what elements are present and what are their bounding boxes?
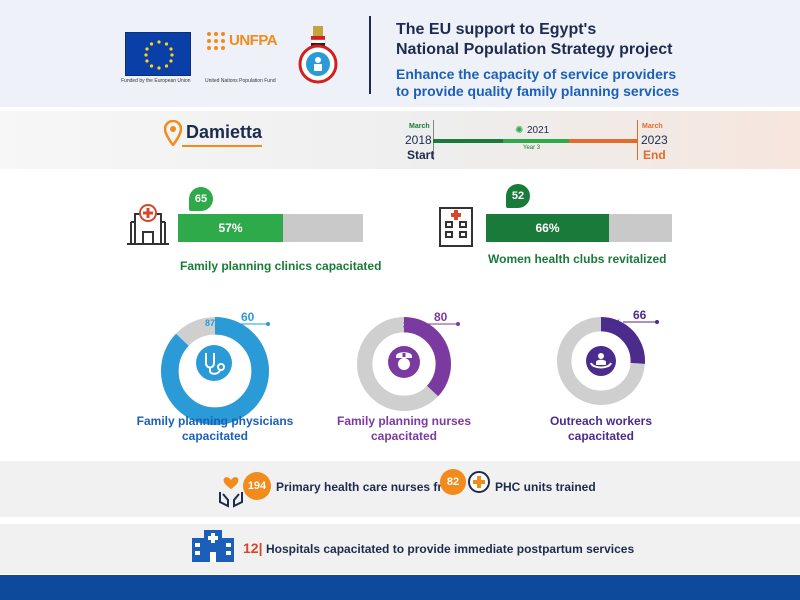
caring-hands-icon [219, 477, 243, 508]
physicians-percent: 87% [205, 318, 224, 328]
location-underline [182, 145, 262, 147]
nurses-count-line [424, 322, 460, 326]
outreach-label: Outreach workers capacitated [531, 414, 671, 444]
clinics-count-bubble: 65 [189, 187, 213, 211]
timeline-segment-current [503, 139, 569, 143]
page-subtitle: Enhance the capacity of service provider… [396, 66, 786, 100]
physicians-count: 60 [241, 310, 255, 324]
physicians-label: Family planning physicians capacitated [125, 414, 305, 444]
subtitle-line-1: Enhance the capacity of service provider… [396, 66, 677, 82]
building-icon [439, 207, 473, 247]
timeline-start-word: Start [407, 148, 435, 162]
outreach-percent: 26% [603, 318, 622, 328]
nurse-icon [388, 346, 420, 378]
clinics-count: 65 [194, 193, 208, 205]
nurses-percent: 37% [403, 320, 422, 330]
physicians-label-line-2: capacitated [181, 429, 249, 443]
clinics-label: Family planning clinics capacitated [180, 259, 382, 273]
hospital-icon [192, 530, 234, 562]
footer-bar [0, 575, 800, 600]
clubs-label: Women health clubs revitalized [488, 252, 667, 266]
eu-caption: Funded by the European Union [121, 78, 191, 84]
outreach-count-line [623, 320, 659, 324]
phc-nurses-count: 194 [243, 472, 271, 500]
location-pin-icon [164, 120, 182, 146]
nurses-label-line-1: Family planning nurses [336, 414, 472, 428]
donut-arc [357, 317, 451, 411]
timeline-mid-year: 2021 [527, 125, 550, 136]
timeline-end-word: End [643, 148, 666, 162]
hospitals-count: 12| [243, 540, 263, 556]
outreach-label-line-1: Outreach workers [549, 414, 653, 428]
timeline-segment-remaining [569, 139, 637, 143]
clinics-bar-fill: 57% [178, 214, 283, 242]
phc-units-count-value: 82 [446, 476, 460, 488]
family-care-icon [586, 346, 616, 376]
title-line-1: The EU support to Egypt's [396, 21, 597, 38]
stethoscope-icon [196, 345, 232, 381]
clubs-bar-fill: 66% [486, 214, 609, 242]
partner-logos: Funded by the European Union UNFPA Unite… [121, 26, 355, 88]
nurses-count: 80 [434, 310, 448, 324]
header: Funded by the European Union UNFPA Unite… [0, 0, 800, 107]
clubs-count: 52 [511, 190, 525, 202]
clinic-icon [127, 204, 169, 245]
eu-flag-logo [125, 32, 191, 76]
clubs-percent: 66% [535, 221, 560, 235]
clinics-percent: 57% [218, 221, 243, 235]
unfpa-caption: United Nations Population Fund [205, 78, 276, 84]
location-name: Damietta [186, 122, 263, 142]
unfpa-wordmark: UNFPA [229, 32, 278, 49]
timeline-end-year: 2023 [641, 133, 668, 147]
phc-nurses-text: Primary health care nurses from [276, 480, 461, 494]
hospitals-text: Hospitals capacitated to provide immedia… [266, 542, 635, 556]
phc-nurses-count-value: 194 [247, 480, 267, 492]
nurses-label: Family planning nurses capacitated [324, 414, 484, 444]
unfpa-dots-icon [207, 32, 225, 50]
timeline-end-marker [637, 120, 638, 160]
outreach-count: 66 [633, 308, 647, 322]
gear-icon: ✺ [515, 125, 524, 136]
clubs-count-bubble: 52 [506, 184, 530, 208]
timeline-mid-sub: Year 3 [523, 145, 541, 151]
donut-arc [557, 317, 645, 405]
phc-units-count: 82 [440, 469, 466, 495]
physicians-label-line-1: Family planning physicians [136, 414, 294, 428]
subtitle-line-2: to provide quality family planning servi… [396, 83, 680, 99]
page-title: The EU support to Egypt's National Popul… [396, 20, 786, 60]
medical-cross-icon [468, 471, 490, 493]
outreach-label-line-2: capacitated [567, 429, 635, 443]
timeline-start-month: March [409, 123, 430, 130]
egypt-ministry-logo [298, 26, 338, 84]
unfpa-logo: UNFPA [205, 30, 278, 76]
timeline-end-month: March [642, 123, 663, 130]
title-line-2: National Population Strategy project [396, 41, 673, 58]
location-band [0, 111, 800, 169]
donut-arc [160, 316, 270, 426]
timeline-segment-completed [433, 139, 503, 143]
phc-nurses-band [0, 461, 800, 517]
hospitals-band [0, 524, 800, 574]
physicians-count-line [232, 322, 270, 326]
timeline-start-year: 2018 [405, 133, 432, 147]
phc-units-text: PHC units trained [495, 480, 596, 494]
header-divider [369, 16, 371, 94]
nurses-label-line-2: capacitated [370, 429, 438, 443]
